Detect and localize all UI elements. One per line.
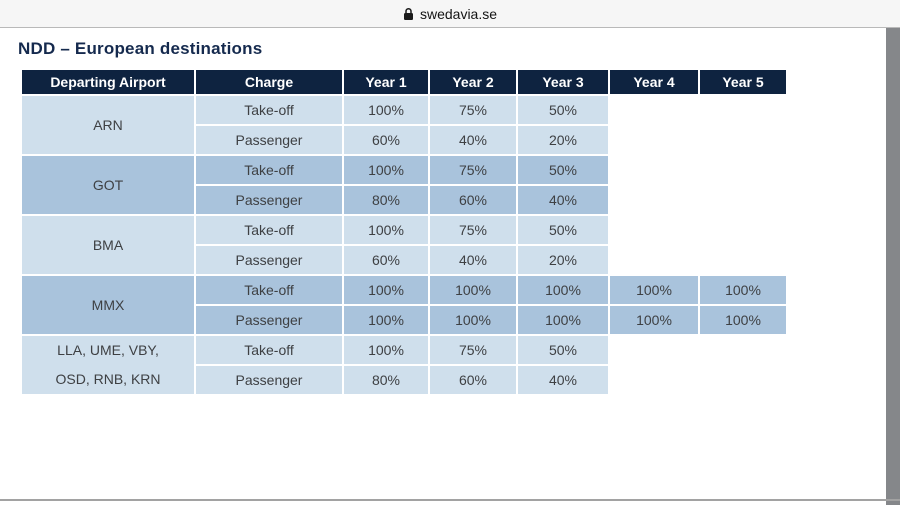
value-cell: 75%	[430, 336, 516, 364]
value-cell: 100%	[700, 276, 786, 304]
blank-cell	[700, 216, 786, 244]
value-cell: 75%	[430, 96, 516, 124]
value-cell: 100%	[344, 276, 428, 304]
table-row: ARN Take-off 100% 75% 50%	[22, 96, 786, 154]
value-cell: 75%	[430, 156, 516, 184]
value-cell: 20%	[518, 246, 608, 274]
table-row: Passenger 60% 40% 20%	[22, 246, 786, 274]
blank-cell	[610, 96, 698, 124]
header-row: Departing Airport Charge Year 1 Year 2 Y…	[22, 70, 786, 94]
value-cell: 80%	[344, 186, 428, 214]
value-cell: 100%	[344, 96, 428, 124]
value-cell: 40%	[518, 366, 608, 394]
blank-cell	[700, 96, 786, 124]
blank-cell	[610, 246, 698, 274]
value-cell: 50%	[518, 156, 608, 184]
value-cell: 50%	[518, 336, 608, 364]
charge-cell: Take-off	[196, 96, 342, 124]
airport-line: LLA, UME, VBY,	[57, 342, 159, 358]
value-cell: 100%	[344, 306, 428, 334]
header-cell: Charge	[196, 70, 342, 94]
blank-cell	[700, 366, 786, 394]
blank-cell	[610, 186, 698, 214]
value-cell: 80%	[344, 366, 428, 394]
blank-cell	[700, 156, 786, 184]
value-cell: 60%	[344, 126, 428, 154]
table-row: GOT Take-off 100% 75% 50%	[22, 156, 786, 214]
blank-cell	[610, 336, 698, 364]
value-cell: 50%	[518, 216, 608, 244]
value-cell: 100%	[344, 336, 428, 364]
value-cell: 60%	[430, 366, 516, 394]
value-cell: 100%	[518, 276, 608, 304]
value-cell: 100%	[344, 156, 428, 184]
charge-cell: Passenger	[196, 306, 342, 334]
airport-cell: BMA	[22, 216, 194, 274]
value-cell: 100%	[430, 306, 516, 334]
value-cell: 100%	[610, 306, 698, 334]
charge-cell: Passenger	[196, 366, 342, 394]
blank-cell	[610, 216, 698, 244]
blank-cell	[700, 336, 786, 364]
table-row: Passenger 60% 40% 20%	[22, 126, 786, 154]
airport-cell: MMX	[22, 276, 194, 334]
table-row: Passenger 80% 60% 40%	[22, 366, 786, 394]
value-cell: 100%	[344, 216, 428, 244]
charge-cell: Take-off	[196, 276, 342, 304]
value-cell: 40%	[518, 186, 608, 214]
charge-cell: Passenger	[196, 186, 342, 214]
charge-cell: Take-off	[196, 156, 342, 184]
lock-icon	[403, 7, 414, 21]
value-cell: 50%	[518, 96, 608, 124]
value-cell: 100%	[700, 306, 786, 334]
header-cell: Year 2	[430, 70, 516, 94]
value-cell: 40%	[430, 246, 516, 274]
blank-cell	[610, 366, 698, 394]
header-cell: Year 4	[610, 70, 698, 94]
value-cell: 60%	[430, 186, 516, 214]
table-row: Passenger 100% 100% 100% 100% 100%	[22, 306, 786, 334]
page-title: NDD – European destinations	[18, 39, 263, 58]
table-row: Passenger 80% 60% 40%	[22, 186, 786, 214]
table-row: LLA, UME, VBY, OSD, RNB, KRN Take-off 10…	[22, 336, 786, 394]
charges-table: Departing Airport Charge Year 1 Year 2 Y…	[20, 68, 788, 396]
airport-cell: LLA, UME, VBY, OSD, RNB, KRN	[22, 336, 194, 394]
airport-cell: ARN	[22, 96, 194, 154]
value-cell: 100%	[430, 276, 516, 304]
blank-cell	[700, 186, 786, 214]
header-cell: Departing Airport	[22, 70, 194, 94]
blank-cell	[610, 156, 698, 184]
value-cell: 40%	[430, 126, 516, 154]
blank-cell	[700, 126, 786, 154]
charge-cell: Take-off	[196, 336, 342, 364]
airport-cell: GOT	[22, 156, 194, 214]
browser-address-bar[interactable]: swedavia.se	[0, 0, 900, 28]
value-cell: 100%	[610, 276, 698, 304]
charge-cell: Passenger	[196, 126, 342, 154]
blank-cell	[610, 126, 698, 154]
header-cell: Year 3	[518, 70, 608, 94]
charge-cell: Passenger	[196, 246, 342, 274]
value-cell: 100%	[518, 306, 608, 334]
table-row: MMX Take-off 100% 100% 100% 100% 100%	[22, 276, 786, 334]
value-cell: 60%	[344, 246, 428, 274]
window-bottom-edge	[0, 499, 900, 501]
value-cell: 75%	[430, 216, 516, 244]
charge-cell: Take-off	[196, 216, 342, 244]
url-text: swedavia.se	[419, 5, 498, 22]
airport-line: OSD, RNB, KRN	[55, 371, 161, 387]
table-row: BMA Take-off 100% 75% 50%	[22, 216, 786, 274]
window-scrollbar[interactable]	[886, 28, 900, 505]
header-cell: Year 1	[344, 70, 428, 94]
value-cell: 20%	[518, 126, 608, 154]
blank-cell	[700, 246, 786, 274]
header-cell: Year 5	[700, 70, 786, 94]
